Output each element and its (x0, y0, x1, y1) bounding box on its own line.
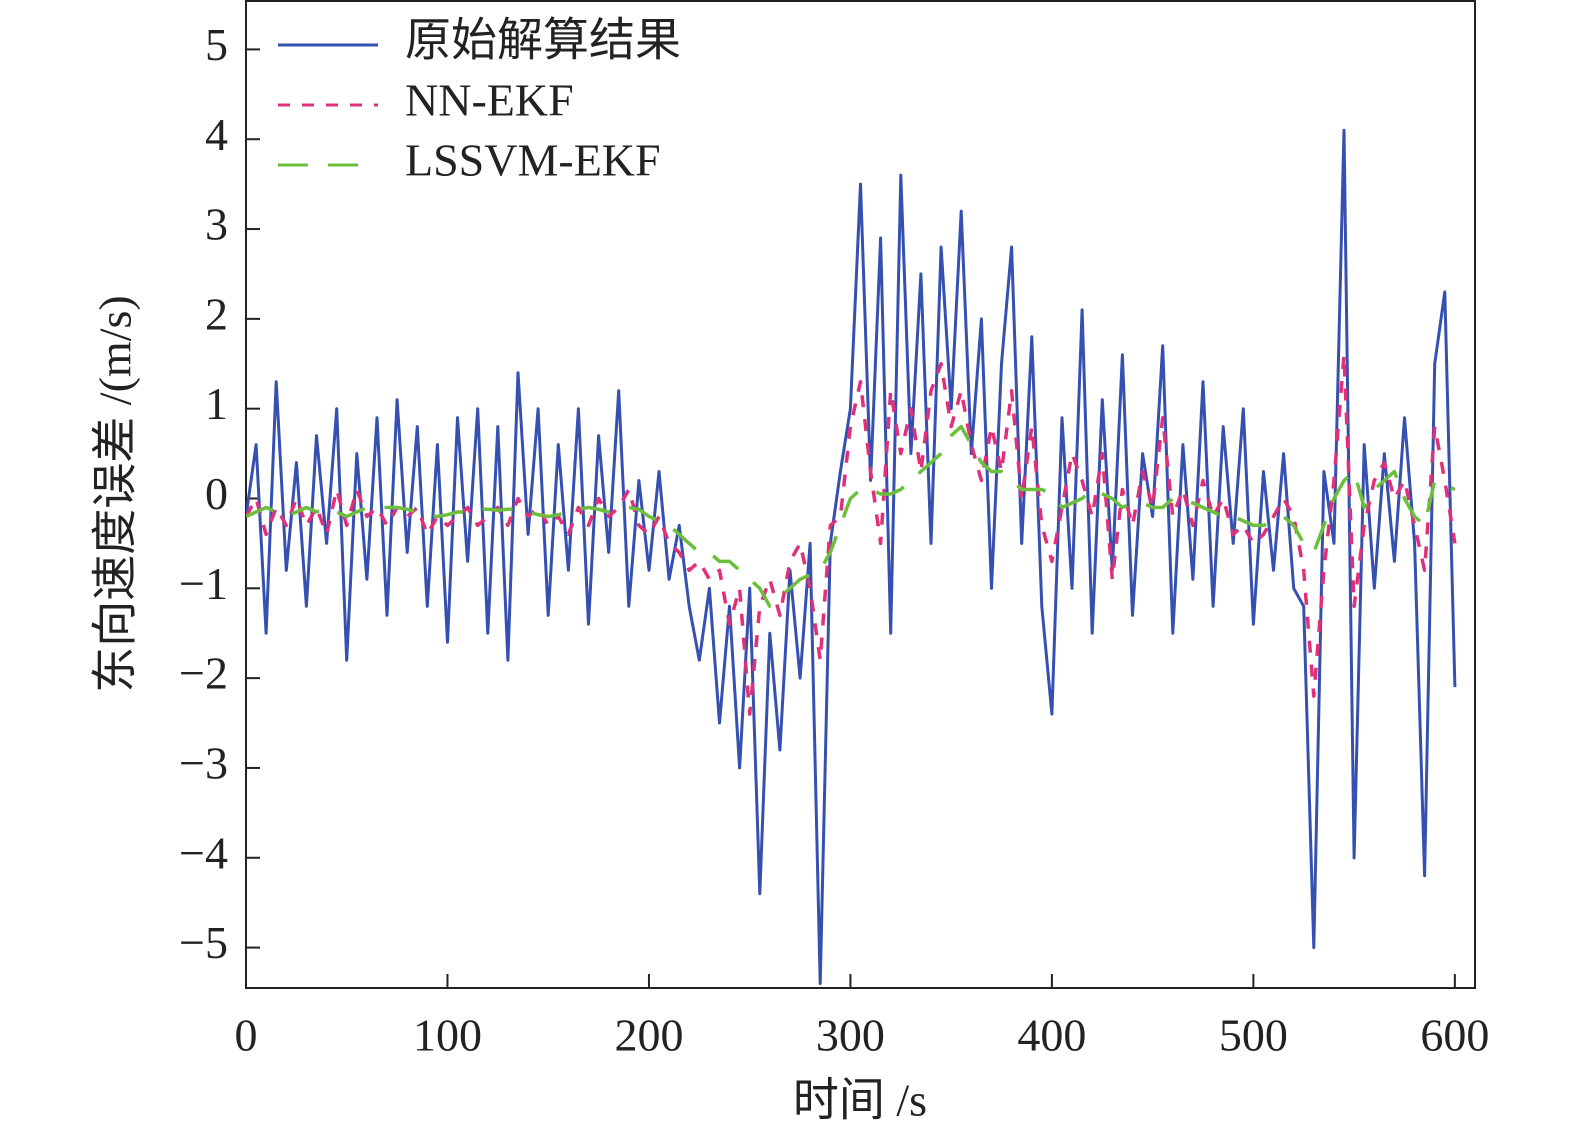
y-tick-label: 3 (205, 199, 228, 250)
y-tick-label: −2 (179, 648, 228, 699)
legend-label: LSSVM-EKF (405, 135, 661, 186)
y-tick-label: 2 (205, 288, 228, 339)
legend-label: 原始解算结果 (405, 15, 681, 66)
series-line (246, 353, 1457, 716)
x-axis-label: 时间 /s (793, 1075, 927, 1126)
y-tick-label: 1 (205, 378, 228, 429)
y-tick-label: 4 (205, 109, 228, 160)
y-axis-label: 东向速度误差 /(m/s) (90, 295, 141, 692)
series-line (246, 424, 1456, 609)
series-line (246, 128, 1457, 985)
plot-area (246, 128, 1457, 985)
y-tick-label: 5 (205, 19, 228, 70)
x-tick-label: 400 (1017, 1010, 1086, 1061)
x-tick-label: 0 (235, 1010, 258, 1061)
y-tick-label: −4 (179, 827, 228, 878)
plot-frame (245, 0, 1476, 989)
x-tick-label: 300 (816, 1010, 885, 1061)
x-tick-label: 100 (413, 1010, 482, 1061)
y-tick-label: −1 (179, 558, 228, 609)
y-tick-label: −5 (179, 917, 228, 968)
x-tick-label: 600 (1420, 1010, 1489, 1061)
y-tick-label: −3 (179, 738, 228, 789)
legend-label: NN-EKF (405, 75, 574, 126)
x-tick-label: 200 (614, 1010, 683, 1061)
x-tick-label: 500 (1219, 1010, 1288, 1061)
y-tick-label: 0 (205, 468, 228, 519)
